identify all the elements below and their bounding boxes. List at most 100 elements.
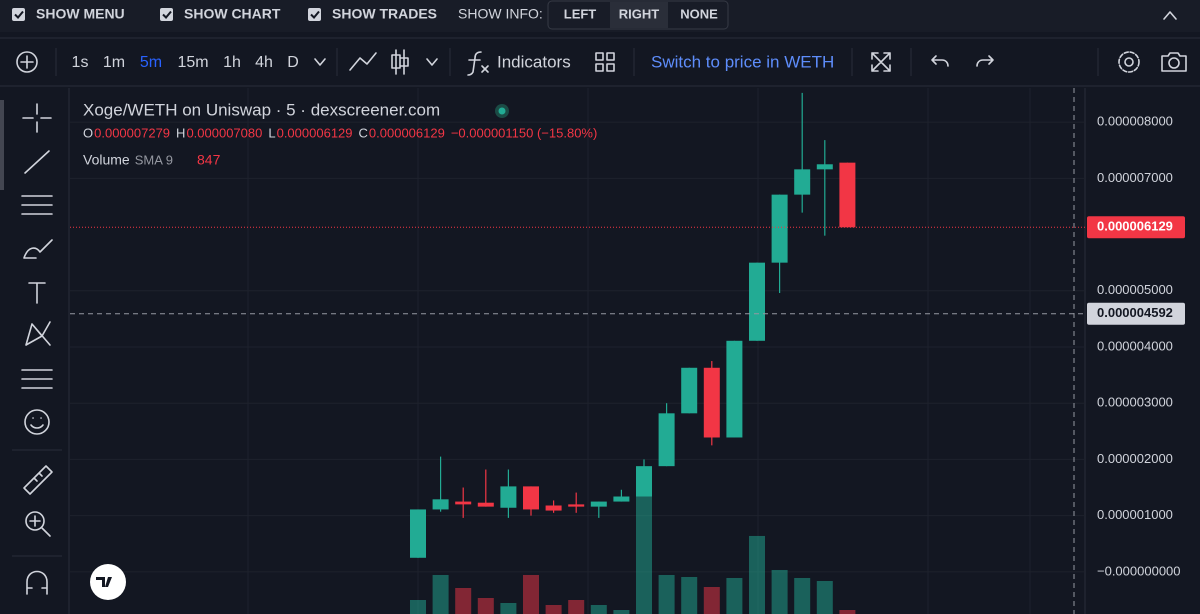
interval[interactable]: D — [287, 54, 299, 71]
info-option[interactable]: NONE — [680, 6, 718, 21]
candle-body — [636, 466, 652, 497]
candle-body — [816, 164, 833, 170]
indicators-icon[interactable] — [467, 51, 489, 76]
interval[interactable]: 1h — [223, 54, 241, 71]
volume-bar — [839, 609, 856, 614]
indicators-button[interactable]: Indicators — [497, 52, 571, 71]
volume-bar — [749, 535, 765, 614]
add-symbol[interactable] — [16, 51, 38, 73]
volume-bar — [410, 599, 426, 614]
ohlc-value: 0.000006129 — [277, 125, 353, 140]
candle-body — [703, 367, 720, 438]
ohlc-key: C — [359, 125, 368, 140]
volume-bar — [568, 599, 585, 614]
info-option[interactable]: LEFT — [564, 6, 597, 21]
y-tick-label: 0.000002000 — [1097, 451, 1173, 466]
switch-currency[interactable]: Switch to price in WETH — [651, 52, 834, 71]
candle-body — [477, 502, 494, 507]
measure-tool[interactable] — [23, 465, 53, 495]
volume-bar — [590, 604, 607, 614]
checkbox[interactable] — [160, 8, 173, 21]
interval[interactable]: 1s — [72, 54, 89, 71]
volume-bar — [500, 602, 517, 614]
volume-bar — [681, 576, 698, 614]
volume-bar — [726, 577, 743, 614]
candle-body — [794, 169, 811, 195]
volume-bar — [794, 577, 811, 614]
volume-bar — [455, 587, 472, 614]
live-dot-core — [498, 107, 506, 115]
text-tool[interactable] — [28, 282, 46, 304]
line-chart-icon[interactable] — [349, 52, 377, 71]
screenshot[interactable] — [1161, 52, 1187, 72]
interval[interactable]: 1m — [103, 54, 125, 71]
interval[interactable]: 5m — [140, 54, 162, 71]
chart-type-menu[interactable] — [426, 58, 438, 66]
magnet-tool[interactable] — [26, 570, 48, 595]
crosshair-box — [1087, 302, 1185, 325]
candle-body — [839, 162, 856, 228]
checkbox-check — [310, 10, 320, 19]
layouts-icon[interactable] — [595, 52, 615, 72]
info-group — [547, 0, 729, 30]
change: −0.000001150 (−15.80%) — [451, 125, 598, 140]
candle-body — [658, 413, 675, 467]
volume-indicator: SMA 9 — [135, 152, 173, 167]
crosshair-tool[interactable] — [22, 103, 52, 133]
y-tick-label: −0.000000000 — [1097, 563, 1181, 578]
settings[interactable] — [1124, 57, 1134, 67]
fullscreen-icon[interactable] — [871, 52, 891, 72]
volume-bar — [771, 569, 788, 614]
y-tick-label: 0.000001000 — [1097, 507, 1173, 522]
info-option-active — [610, 2, 668, 28]
volume-bar — [545, 604, 562, 614]
candle-body — [568, 504, 585, 507]
volume-bar — [477, 597, 494, 614]
candle-body — [749, 262, 765, 341]
undo[interactable] — [931, 55, 949, 67]
ohlc-key: L — [268, 125, 275, 140]
zoom-tool[interactable] — [25, 511, 45, 531]
pattern-tool[interactable] — [25, 321, 51, 346]
ohlc-key: H — [176, 125, 185, 140]
y-tick-label: 0.000005000 — [1097, 282, 1173, 297]
candle-body — [726, 340, 743, 438]
last-price-label: 0.000006129 — [1097, 219, 1173, 234]
y-tick-label: 0.000004000 — [1097, 338, 1173, 353]
y-tick-label: 0.000007000 — [1097, 170, 1173, 185]
chart-title: Xoge/WETH on Uniswap · 5 · dexscreener.c… — [83, 100, 440, 119]
volume-bar — [613, 609, 630, 614]
ohlc-value: 0.000007279 — [94, 125, 170, 140]
chart — [70, 88, 1085, 614]
volume-bar — [658, 574, 675, 614]
y-tick-label: 0.000003000 — [1097, 395, 1173, 410]
icon-tool[interactable] — [24, 409, 50, 435]
checkbox-label: SHOW TRADES — [332, 6, 437, 22]
scrollbar — [0, 100, 4, 190]
candle-body — [681, 367, 698, 414]
collapse-caret[interactable] — [1163, 11, 1177, 20]
checkbox[interactable] — [308, 8, 321, 21]
interval-menu[interactable] — [314, 58, 326, 66]
screenshot-lens — [1168, 57, 1180, 69]
checkbox[interactable] — [12, 8, 25, 21]
checkbox-label: SHOW MENU — [36, 6, 125, 22]
fib-tool[interactable] — [21, 195, 53, 215]
candle-body — [455, 501, 472, 505]
interval[interactable]: 4h — [255, 54, 273, 71]
redo[interactable] — [976, 55, 994, 67]
settings-gear — [1118, 51, 1140, 73]
info-label: SHOW INFO: — [458, 6, 543, 22]
candle-chart-icon[interactable] — [391, 49, 409, 75]
interval[interactable]: 15m — [177, 54, 208, 71]
volume-bar — [432, 574, 449, 614]
info-option[interactable]: RIGHT — [619, 6, 660, 21]
prediction-tool[interactable] — [21, 369, 53, 389]
candle-body — [410, 509, 426, 558]
checkbox-label: SHOW CHART — [184, 6, 281, 22]
trend-line-tool[interactable] — [24, 150, 50, 174]
brush-tool[interactable] — [23, 239, 53, 259]
volume-sma: 847 — [197, 152, 221, 168]
drawing-toolbar — [0, 100, 62, 595]
